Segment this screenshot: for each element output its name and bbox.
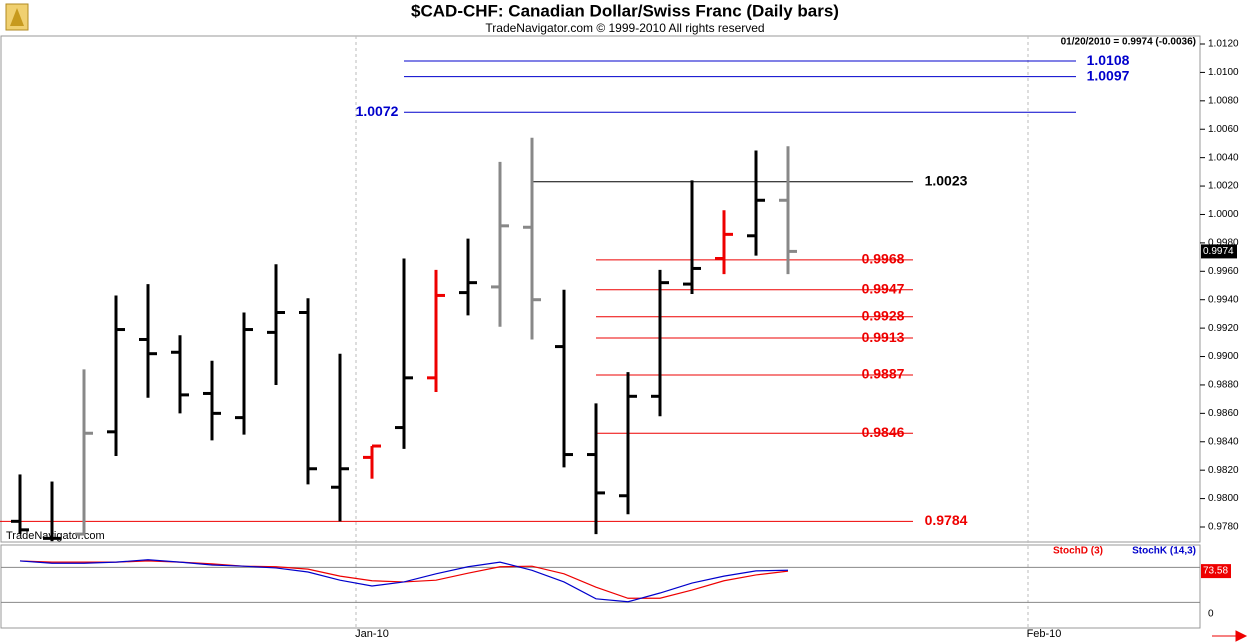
level-label: 1.0097	[1087, 67, 1130, 83]
y-tick-label: 1.0120	[1208, 39, 1239, 50]
level-label: 0.9913	[862, 329, 905, 345]
y-tick-label: 0.9880	[1208, 380, 1239, 391]
y-tick-label: 1.0100	[1208, 67, 1239, 78]
price-panel	[0, 35, 1201, 543]
y-tick-label: 0.9900	[1208, 351, 1239, 362]
y-tick-label: 1.0000	[1208, 209, 1239, 220]
level-label: 1.0023	[925, 173, 968, 189]
y-tick-label: 0.9920	[1208, 323, 1239, 334]
y-tick-label: 0.9980	[1208, 238, 1239, 249]
legend-label: StochK (14,3)	[1132, 546, 1196, 557]
x-tick-label: Jan-10	[355, 628, 389, 640]
y-tick-label: 1.0020	[1208, 181, 1239, 192]
y-tick-label: 0	[1208, 609, 1214, 620]
last-value-label: 73.58	[1203, 566, 1228, 577]
legend-label: StochD (3)	[1053, 546, 1103, 557]
y-tick-label: 0.9940	[1208, 294, 1239, 305]
info-text: 01/20/2010 = 0.9974 (-0.0036)	[1061, 37, 1196, 48]
y-tick-label: 1.0060	[1208, 124, 1239, 135]
stoch-line	[19, 559, 789, 603]
y-tick-label: 0.9840	[1208, 436, 1239, 447]
level-label: 1.0072	[356, 103, 399, 119]
chart-subtitle: TradeNavigator.com © 1999-2010 All right…	[485, 21, 764, 35]
x-tick-label: Feb-10	[1027, 628, 1062, 640]
level-label: 0.9887	[862, 366, 905, 382]
level-label: 0.9947	[862, 280, 905, 296]
level-label: 0.9784	[925, 512, 968, 528]
y-tick-label: 0.9820	[1208, 465, 1239, 476]
y-tick-label: 1.0040	[1208, 152, 1239, 163]
scroll-arrow	[1212, 630, 1248, 642]
y-tick-label: 1.0080	[1208, 95, 1239, 106]
level-label: 1.0108	[1087, 52, 1130, 68]
level-label: 0.9928	[862, 307, 905, 323]
stoch-panel	[0, 544, 1201, 629]
last-value-box	[1201, 564, 1231, 579]
y-tick-label: 0.9800	[1208, 493, 1239, 504]
chart-title: $CAD-CHF: Canadian Dollar/Swiss Franc (D…	[411, 1, 839, 20]
y-tick-label: 0.9860	[1208, 408, 1239, 419]
logo	[5, 3, 29, 31]
level-label: 0.9968	[862, 251, 905, 267]
level-label: 0.9846	[862, 424, 905, 440]
last-price-label: 0.9974	[1203, 246, 1234, 257]
y-tick-label: 0.9960	[1208, 266, 1239, 277]
last-price-box	[1201, 244, 1237, 259]
y-tick-label: 0.9780	[1208, 522, 1239, 533]
